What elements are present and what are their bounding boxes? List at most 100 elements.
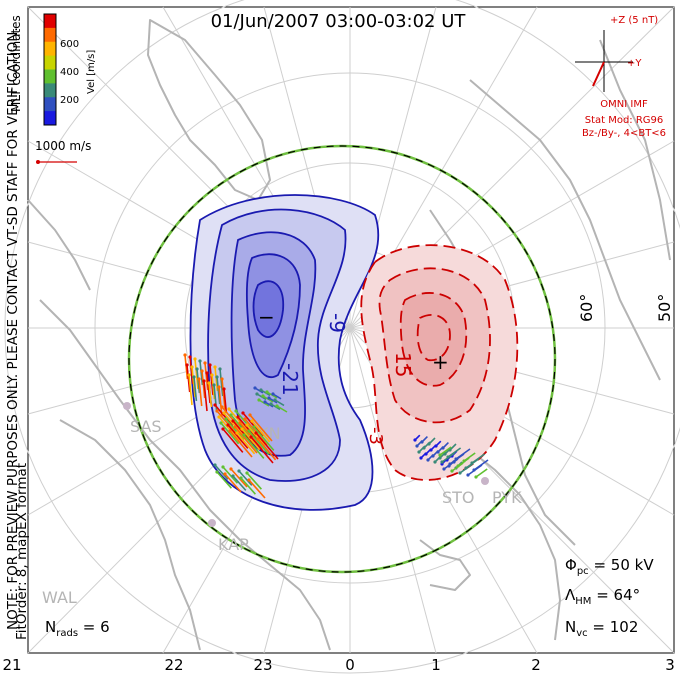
velocity-vector-origin <box>239 476 243 480</box>
velocity-vector <box>221 378 226 410</box>
velocity-vector <box>459 463 474 474</box>
radar-sites: SAS RKN KAP STO PYK WAL <box>42 402 522 607</box>
color-bar-segment <box>44 97 56 112</box>
velocity-vector <box>186 364 191 393</box>
velocity-vector <box>451 462 464 472</box>
velocity-vector-origin <box>252 425 256 429</box>
velocity-vector-origin <box>248 413 252 417</box>
velocity-vector-origin <box>245 423 249 427</box>
coastline-canada <box>39 299 331 651</box>
radar-label-pyk: PYK <box>492 488 522 507</box>
velocity-vector-origin <box>190 365 194 369</box>
velocity-vector-origin <box>245 471 249 475</box>
velocity-vector-origin <box>228 429 232 433</box>
velocity-vector-origin <box>243 417 247 421</box>
mlt-label-0: 0 <box>345 656 355 674</box>
neg-contour-1 <box>189 194 380 511</box>
velocity-vector <box>232 475 247 491</box>
velocity-vector <box>467 464 483 476</box>
velocity-vector-origin <box>213 365 217 369</box>
cpcp-equals: = <box>589 556 611 574</box>
velocity-vector <box>184 354 189 380</box>
velocity-vector <box>243 434 265 459</box>
imf-dial: +Z (5 nT) +Y OMNI IMF Stat Mod: RG96 Bz-… <box>575 15 666 139</box>
imf-stat-mod: Stat Mod: RG96 <box>585 115 664 126</box>
radar-label-kap: KAP <box>218 535 249 554</box>
imf-source: OMNI IMF <box>600 99 648 110</box>
map-statistics: Φpc = 50 kV ΛHM = 64° Nvc = 102 Nrads = … <box>45 556 654 639</box>
color-bar-segment <box>44 41 56 57</box>
mlt-label-23: 23 <box>253 656 272 674</box>
velocity-vector-origin <box>242 433 246 437</box>
latitude-label-60: 60° <box>577 294 596 322</box>
velocity-vector <box>203 380 208 412</box>
color-scale-tick-200: 200 <box>60 95 79 106</box>
mlt-label-21: 21 <box>2 656 21 674</box>
velocity-vector-origin <box>413 438 417 442</box>
coordinates-label: MLT coordinates <box>9 15 23 112</box>
velocity-vector-origin <box>218 367 222 371</box>
velocity-vector <box>255 432 279 460</box>
velocity-vector-origin <box>185 363 189 367</box>
contour-label-minus21: -21 <box>278 363 302 396</box>
velocity-vector-origin <box>253 386 257 390</box>
neg-contour-5 <box>252 280 284 338</box>
velocity-vector <box>234 426 258 454</box>
side-note-fitorder: FitOrder: 8, mapEX format <box>14 463 30 640</box>
vector-scale: 1000 m/s <box>35 139 91 164</box>
cpcp-readout: Φpc = 50 kV <box>565 556 654 577</box>
contour-label-minus9: -9 <box>325 313 349 333</box>
velocity-vector <box>229 430 253 458</box>
velocity-vector <box>236 432 256 455</box>
velocity-vector <box>238 470 253 486</box>
velocity-vector <box>220 422 240 445</box>
latitude-label-50: 50° <box>655 294 674 322</box>
velocity-vector-origin <box>220 405 224 409</box>
color-bar <box>44 14 56 126</box>
radar-marker-pyk <box>481 477 489 485</box>
color-bar-border <box>43 13 57 126</box>
radar-label-sas: SAS <box>130 417 162 436</box>
velocity-vector-origin <box>275 404 279 408</box>
velocity-vector-origin <box>442 467 446 471</box>
velocity-vector <box>196 368 201 394</box>
velocity-vector-origin <box>202 379 206 383</box>
velocity-vector-origin <box>227 407 231 411</box>
velocity-vector-origin <box>215 409 219 413</box>
velocity-vector <box>193 376 198 402</box>
velocity-vector <box>251 420 271 443</box>
velocity-vector <box>276 405 288 413</box>
coastline-alaska <box>27 199 91 291</box>
side-note-preview: NOTE: FOR PREVIEW PURPOSES ONLY. PLEASE … <box>5 27 21 630</box>
velocity-vector <box>208 382 213 408</box>
velocity-vector-origin <box>222 387 226 391</box>
velocity-vector <box>250 436 274 464</box>
neg-contour-2 <box>207 208 347 482</box>
velocity-vector <box>260 389 271 397</box>
velocity-vector-origin <box>247 478 251 482</box>
velocity-vector <box>248 479 266 499</box>
nrads-subscript: rads <box>56 628 78 639</box>
velocity-vector-origin <box>217 385 221 389</box>
velocity-vector-origin <box>210 373 214 377</box>
velocity-vector-origin <box>193 357 197 361</box>
nrads-readout: Nrads = 6 <box>45 618 110 639</box>
velocity-vector-origin <box>438 453 442 457</box>
velocity-vector <box>204 362 209 391</box>
velocity-vector-origin <box>419 456 423 460</box>
velocity-vector-origin <box>217 415 221 419</box>
radar-label-wal: WAL <box>42 588 77 607</box>
velocity-vector-origin <box>224 417 228 421</box>
velocity-vector <box>253 426 275 451</box>
velocity-vector-origin <box>215 470 219 474</box>
velocity-vector-origin <box>219 421 223 425</box>
velocity-vector-origin <box>231 419 235 423</box>
velocity-vector-origin <box>220 377 224 381</box>
nvc-symbol: N <box>565 618 576 636</box>
velocity-vector <box>209 364 214 396</box>
velocity-vector <box>257 438 277 461</box>
plot-frame <box>27 6 675 654</box>
potential-max-mark: + <box>432 350 449 374</box>
velocity-vector <box>206 372 211 404</box>
velocity-vector <box>274 399 285 407</box>
